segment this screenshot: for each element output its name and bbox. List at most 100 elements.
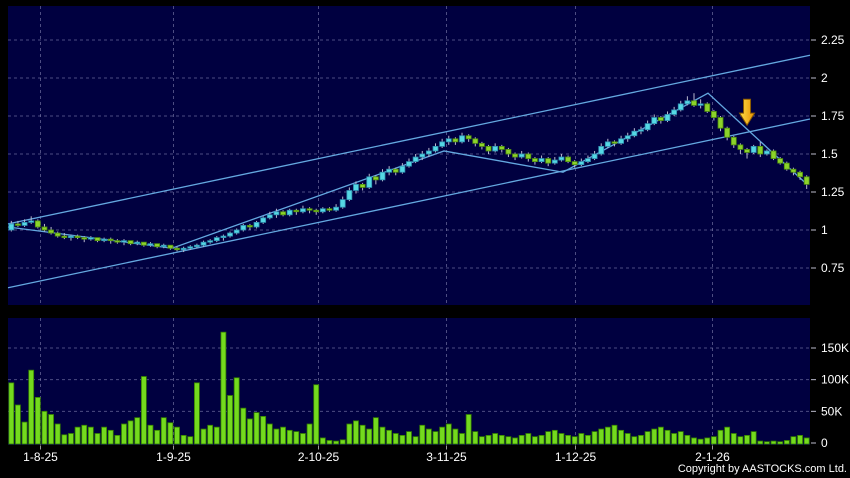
volume-bar (81, 424, 88, 445)
candle-body (313, 209, 320, 213)
candle-body (472, 138, 479, 144)
volume-bar (585, 434, 591, 445)
volume-bar (134, 417, 141, 445)
volume-bar (54, 423, 61, 445)
price-panel (8, 6, 810, 305)
candle-body (220, 235, 227, 239)
candle-body (704, 103, 711, 112)
volume-bar (783, 440, 790, 445)
candle-body (518, 153, 525, 158)
volume-bar (253, 412, 260, 445)
candle-body (485, 145, 492, 152)
volume-bar (353, 420, 359, 445)
volume-tick-label: 0 (821, 436, 828, 450)
candle-body (319, 208, 326, 213)
volume-bar (114, 434, 121, 445)
volume-bar (558, 433, 565, 445)
volume-bar (207, 424, 214, 445)
candle-body (631, 130, 638, 137)
volume-tick-label: 50K (821, 404, 842, 418)
lower-channel-line (7, 118, 811, 289)
candle-body (333, 206, 339, 211)
volume-bar (730, 433, 737, 445)
month-tick-label: 2-1-26 (695, 450, 730, 464)
volume-bar (697, 438, 704, 445)
candle-body (571, 161, 578, 166)
volume-bar (326, 440, 333, 445)
candle-body (419, 153, 426, 158)
volume-bar (624, 433, 631, 445)
candle-body (744, 149, 750, 153)
volume-bar (777, 441, 784, 445)
candle-body (359, 183, 366, 188)
candle-body (147, 243, 154, 246)
candle-body (346, 190, 353, 200)
volume-bar (578, 433, 585, 445)
candle-body (233, 229, 240, 234)
volume-bar (551, 429, 558, 445)
candle-body (618, 138, 624, 144)
volume-bar (657, 426, 664, 445)
candle-body (101, 238, 108, 242)
volume-bar (107, 429, 114, 445)
candle-body (140, 241, 147, 246)
price-tick-label: 2.25 (821, 33, 845, 47)
volume-bar (233, 377, 240, 445)
candle-body (379, 171, 386, 181)
candle-body (353, 183, 359, 191)
volume-bar (386, 429, 393, 445)
candle-body (81, 237, 88, 240)
volume-bar (425, 428, 432, 445)
candle-body (213, 237, 220, 242)
volume-bar (737, 436, 744, 445)
candle-body (48, 229, 54, 234)
month-tick-label: 2-10-25 (298, 450, 340, 464)
candle-body (591, 153, 598, 159)
candle-body (790, 168, 797, 173)
candle-body (339, 199, 346, 208)
volume-bar (631, 436, 638, 445)
volume-bar (127, 420, 134, 445)
candle-body (783, 162, 790, 170)
price-tick-label: 2 (821, 71, 828, 85)
candle-body (260, 217, 267, 223)
candle-body (107, 238, 114, 242)
candle-body (598, 145, 605, 155)
candle-body (160, 244, 167, 248)
volume-bar (392, 433, 399, 445)
candle-body (578, 161, 585, 166)
price-tick-label: 1.75 (821, 109, 845, 123)
volume-bar (61, 434, 68, 445)
volume-tick-label: 100K (821, 373, 849, 387)
candle-body (372, 176, 379, 181)
volume-bar (346, 423, 353, 445)
volume-bar (710, 436, 717, 445)
candle-body (724, 127, 731, 138)
volume-bar (34, 396, 41, 445)
price-tick-label: 1.5 (821, 147, 838, 161)
candle-body (770, 150, 777, 159)
candle-body (803, 176, 810, 185)
candle-body (638, 129, 644, 132)
volume-bar (717, 429, 724, 445)
candle-body (114, 240, 121, 243)
candle-body (498, 145, 505, 150)
candle-body (61, 235, 68, 239)
candle-body (74, 235, 81, 239)
candle-body (8, 223, 15, 231)
volume-bar (220, 331, 227, 445)
volume-bar (227, 395, 233, 445)
down-arrow-annotation (738, 98, 756, 127)
candle-body (432, 145, 439, 152)
candle-body (273, 211, 280, 216)
candle-body (459, 135, 465, 143)
candle-body (644, 123, 651, 131)
candle-body (691, 100, 697, 106)
candle-body (253, 221, 260, 228)
volume-bar (498, 434, 505, 445)
volume-bar (180, 434, 187, 445)
candle-body (300, 208, 306, 213)
volume-bar (565, 434, 571, 445)
volume-bar (445, 423, 452, 445)
volume-bar (472, 431, 479, 445)
